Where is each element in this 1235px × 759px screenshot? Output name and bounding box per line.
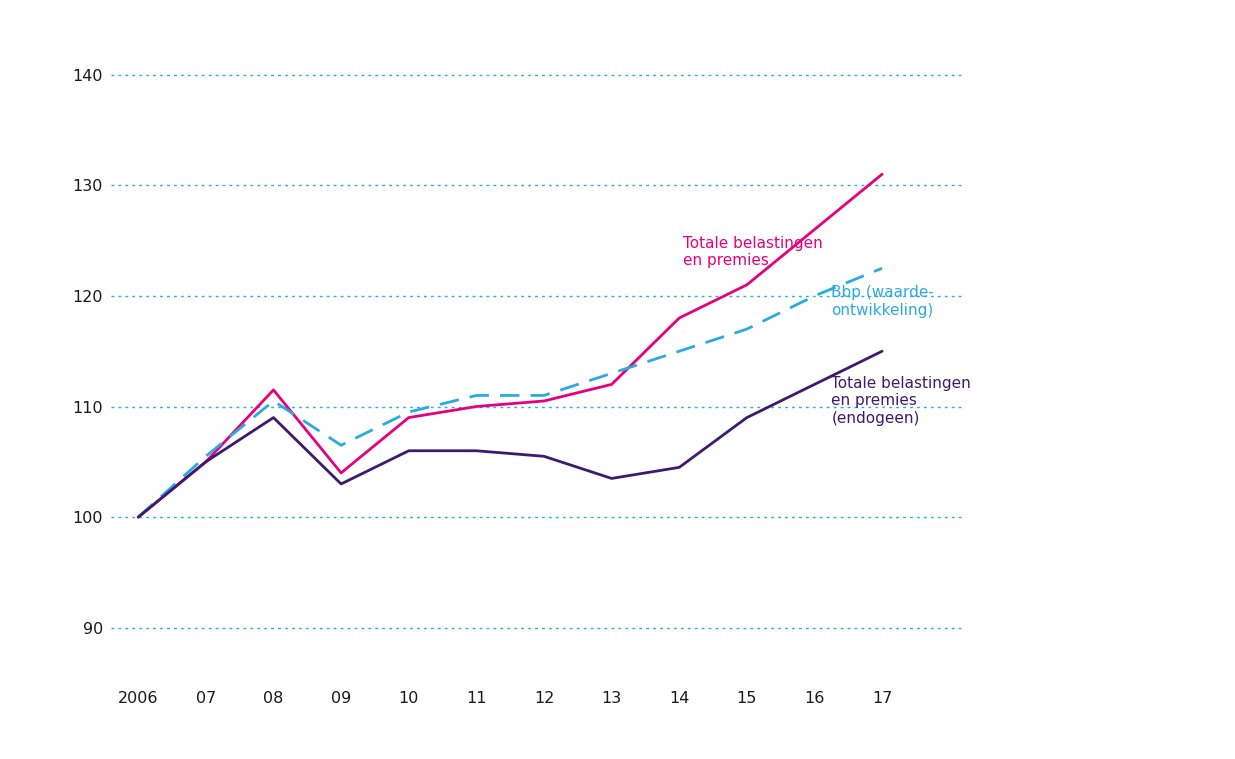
Text: Bbp (waarde-
ontwikkeling): Bbp (waarde- ontwikkeling) (831, 285, 935, 317)
Text: Totale belastingen
en premies: Totale belastingen en premies (683, 236, 823, 268)
Text: Totale belastingen
en premies
(endogeen): Totale belastingen en premies (endogeen) (831, 376, 971, 426)
